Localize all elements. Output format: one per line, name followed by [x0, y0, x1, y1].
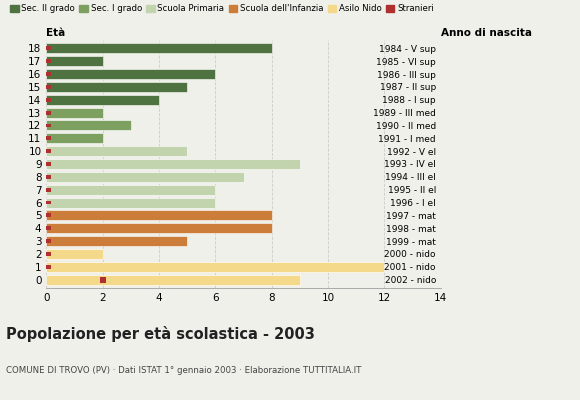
Bar	[46, 108, 103, 118]
Bar	[46, 226, 52, 230]
Bar	[46, 69, 215, 79]
Bar	[46, 265, 52, 269]
Bar	[46, 188, 52, 192]
Bar	[46, 198, 215, 208]
Bar	[46, 56, 103, 66]
Bar	[46, 239, 52, 243]
Bar	[46, 98, 52, 102]
Bar	[46, 111, 52, 114]
Bar	[46, 175, 52, 179]
Bar	[46, 59, 52, 63]
Bar	[46, 249, 103, 259]
Text: Anno di nascita: Anno di nascita	[441, 28, 532, 38]
Bar	[46, 120, 131, 130]
Bar	[46, 82, 187, 92]
Bar	[46, 159, 300, 169]
Bar	[46, 172, 244, 182]
Bar	[46, 95, 159, 105]
Bar	[46, 146, 187, 156]
Bar	[46, 124, 52, 127]
Bar	[46, 223, 272, 233]
Bar	[46, 210, 272, 220]
Bar	[46, 149, 52, 153]
Bar	[46, 185, 215, 195]
Bar	[46, 201, 52, 204]
Bar	[46, 85, 52, 89]
Bar	[46, 46, 52, 50]
Bar	[46, 133, 103, 143]
Bar	[46, 136, 52, 140]
Bar	[46, 262, 385, 272]
Legend: Sec. II grado, Sec. I grado, Scuola Primaria, Scuola dell'Infanzia, Asilo Nido, : Sec. II grado, Sec. I grado, Scuola Prim…	[10, 4, 434, 13]
Bar	[46, 236, 187, 246]
Text: Popolazione per età scolastica - 2003: Popolazione per età scolastica - 2003	[6, 326, 315, 342]
Bar	[46, 72, 52, 76]
Text: COMUNE DI TROVO (PV) · Dati ISTAT 1° gennaio 2003 · Elaborazione TUTTITALIA.IT: COMUNE DI TROVO (PV) · Dati ISTAT 1° gen…	[6, 366, 361, 375]
Bar	[46, 162, 52, 166]
Bar	[46, 214, 52, 217]
Bar	[46, 275, 300, 285]
Text: Età: Età	[46, 28, 66, 38]
Bar	[46, 252, 52, 256]
Bar	[46, 43, 272, 53]
